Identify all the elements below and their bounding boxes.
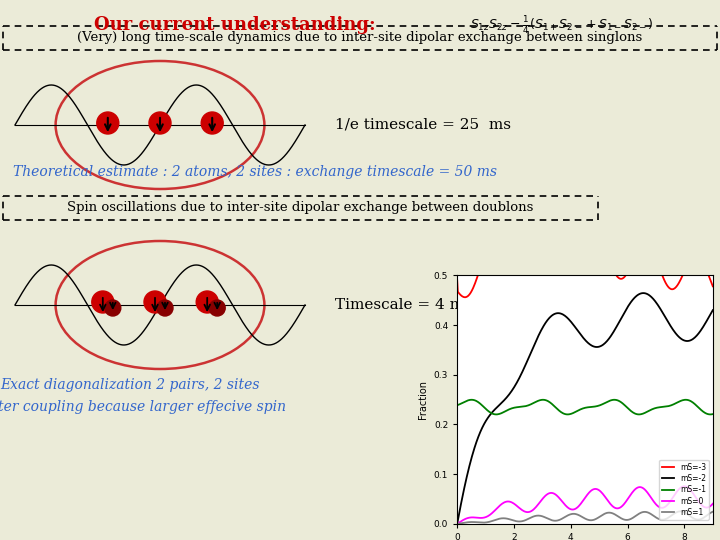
mS=-2 xyxy=(637,290,646,296)
Circle shape xyxy=(201,112,223,134)
mS=-1 xyxy=(640,410,649,416)
Circle shape xyxy=(144,291,166,313)
mS=-1 xyxy=(492,411,500,417)
mS=-3 xyxy=(555,254,564,261)
mS=-3 xyxy=(640,239,649,245)
mS=0 xyxy=(680,483,689,489)
mS=1 xyxy=(708,509,717,515)
Text: Exact diagonalization 2 pairs, 2 sites: Exact diagonalization 2 pairs, 2 sites xyxy=(0,378,260,392)
Text: Our current understanding:: Our current understanding: xyxy=(94,16,376,34)
mS=1 xyxy=(554,517,563,523)
Text: Spin oscillations due to inter-site dipolar exchange between doublons: Spin oscillations due to inter-site dipo… xyxy=(67,201,534,214)
Line: mS=-3: mS=-3 xyxy=(457,228,713,297)
Circle shape xyxy=(210,300,225,316)
mS=1 xyxy=(484,519,492,525)
mS=1 xyxy=(613,513,622,519)
mS=1 xyxy=(536,512,545,519)
mS=-2 xyxy=(639,290,648,296)
mS=0 xyxy=(554,494,563,501)
Circle shape xyxy=(196,291,218,313)
mS=-2 xyxy=(708,307,717,313)
Text: (Very) long time-scale dynamics due to inter-site dipolar exchange between singl: (Very) long time-scale dynamics due to i… xyxy=(77,31,643,44)
Circle shape xyxy=(92,291,114,313)
Circle shape xyxy=(157,300,173,316)
Line: mS=0: mS=0 xyxy=(457,486,713,524)
mS=-1 xyxy=(453,402,462,408)
mS=-1 xyxy=(615,398,624,404)
mS=-2 xyxy=(484,415,492,421)
mS=1 xyxy=(639,509,647,515)
mS=-3 xyxy=(537,226,546,233)
Circle shape xyxy=(96,112,119,134)
mS=-1 xyxy=(537,397,546,403)
mS=-1 xyxy=(639,410,647,417)
mS=1 xyxy=(637,509,646,516)
Text: Timescale = 4 ms: Timescale = 4 ms xyxy=(335,298,472,312)
mS=-3 xyxy=(485,242,493,249)
Legend: mS=-3, mS=-2, mS=-1, mS=0, mS=1: mS=-3, mS=-2, mS=-1, mS=0, mS=1 xyxy=(660,460,709,520)
mS=-1 xyxy=(484,408,492,414)
mS=-1 xyxy=(539,396,547,403)
mS=1 xyxy=(676,508,685,515)
mS=0 xyxy=(453,521,462,527)
mS=0 xyxy=(613,505,622,511)
mS=0 xyxy=(484,513,492,519)
Circle shape xyxy=(149,112,171,134)
mS=-2 xyxy=(639,290,647,296)
Text: 1/e timescale = 25  ms: 1/e timescale = 25 ms xyxy=(335,118,511,132)
mS=-3 xyxy=(615,275,624,281)
mS=0 xyxy=(536,498,545,505)
Circle shape xyxy=(105,300,121,316)
Line: mS=-1: mS=-1 xyxy=(457,400,713,414)
Y-axis label: Fraction: Fraction xyxy=(418,380,428,419)
Line: mS=-2: mS=-2 xyxy=(457,293,713,524)
mS=1 xyxy=(453,521,462,527)
Text: Theoretical estimate : 2 atoms, 2 sites : exchange timescale = 50 ms: Theoretical estimate : 2 atoms, 2 sites … xyxy=(13,165,497,179)
mS=-3 xyxy=(453,277,462,284)
mS=-2 xyxy=(536,328,545,335)
Text: $S_{1z}S_{2z}-\frac{1}{4}(S_{1+}S_{2-}+S_{1-}S_{2-})$: $S_{1z}S_{2z}-\frac{1}{4}(S_{1+}S_{2-}+S… xyxy=(470,14,654,36)
Text: Faster coupling because larger effecive spin: Faster coupling because larger effecive … xyxy=(0,400,286,414)
mS=-1 xyxy=(555,408,564,414)
mS=0 xyxy=(708,501,717,507)
mS=0 xyxy=(637,484,646,491)
mS=-1 xyxy=(708,411,717,417)
Line: mS=1: mS=1 xyxy=(457,511,713,524)
mS=-3 xyxy=(639,239,647,246)
mS=-2 xyxy=(453,521,462,527)
mS=-3 xyxy=(540,225,549,232)
mS=-3 xyxy=(708,283,717,289)
mS=-2 xyxy=(613,321,622,327)
mS=-3 xyxy=(461,294,469,300)
mS=-2 xyxy=(554,310,563,316)
mS=0 xyxy=(639,485,647,491)
